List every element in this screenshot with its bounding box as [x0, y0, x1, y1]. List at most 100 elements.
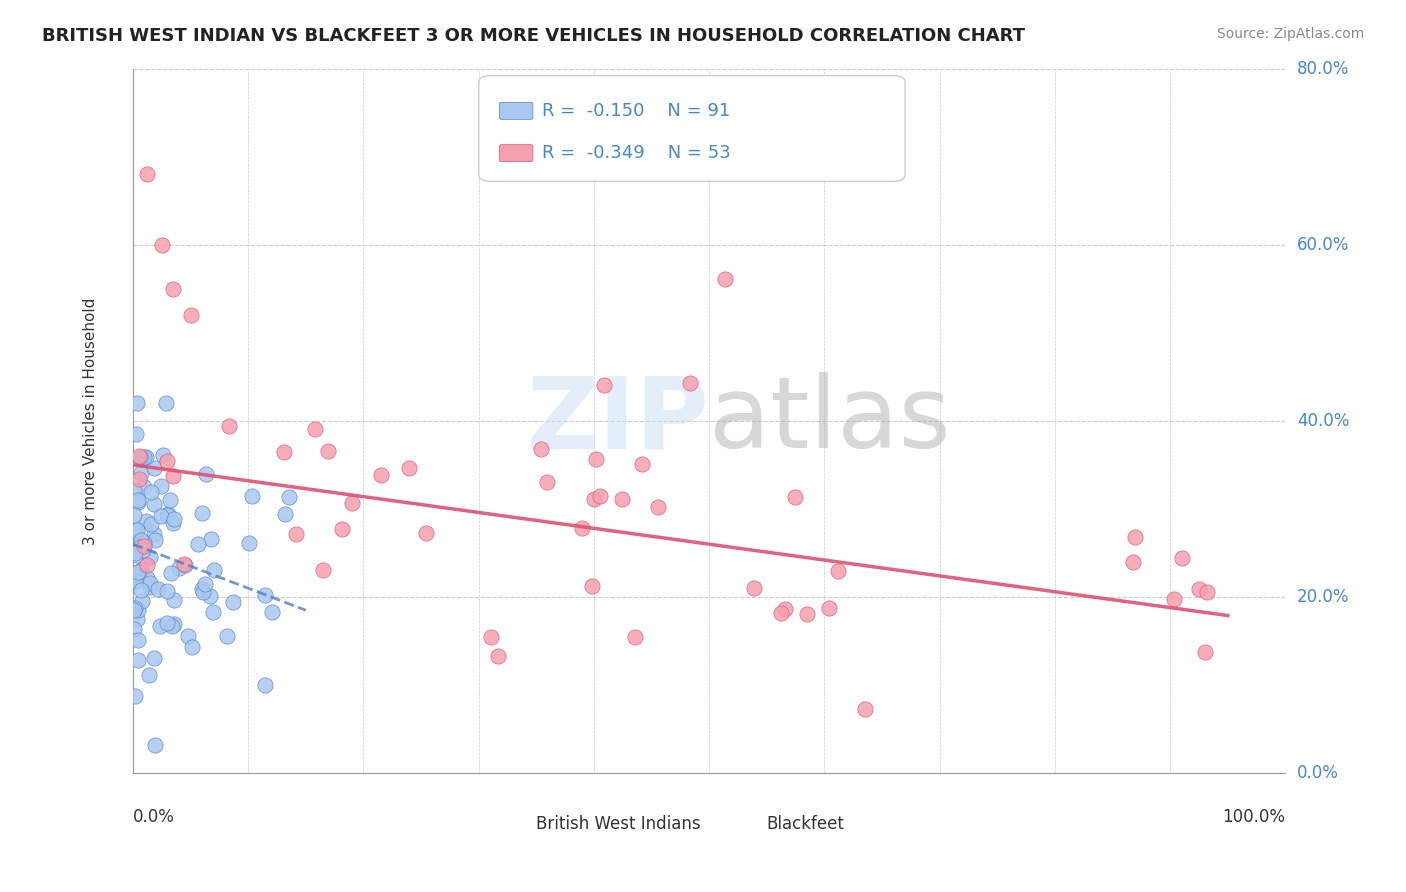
FancyBboxPatch shape	[499, 145, 533, 161]
Point	[278, 490, 301, 504]
Point	[218, 419, 240, 434]
Text: 80.0%: 80.0%	[1296, 60, 1350, 78]
Point	[152, 448, 174, 462]
FancyBboxPatch shape	[499, 103, 533, 120]
Point	[131, 450, 153, 465]
Point	[131, 594, 153, 608]
Point	[127, 652, 149, 666]
Point	[1123, 530, 1146, 544]
Point	[190, 582, 212, 596]
Point	[156, 583, 179, 598]
Point	[827, 565, 849, 579]
Point	[316, 444, 339, 458]
FancyBboxPatch shape	[478, 76, 905, 181]
Point	[274, 508, 297, 522]
Point	[124, 574, 146, 589]
Text: atlas: atlas	[709, 372, 950, 469]
Point	[174, 558, 197, 573]
Point	[124, 689, 146, 703]
Point	[150, 479, 173, 493]
Point	[254, 678, 277, 692]
Point	[131, 533, 153, 547]
FancyBboxPatch shape	[713, 798, 752, 822]
Point	[155, 396, 177, 410]
Text: 0.0%: 0.0%	[1296, 764, 1339, 782]
Point	[571, 521, 593, 535]
Point	[1194, 645, 1216, 659]
Point	[124, 574, 146, 589]
Point	[530, 442, 553, 457]
Point	[1187, 582, 1209, 597]
Text: 40.0%: 40.0%	[1296, 412, 1350, 430]
Point	[122, 603, 145, 617]
Point	[177, 629, 200, 643]
Point	[128, 449, 150, 463]
Text: 3 or more Vehicles in Household: 3 or more Vehicles in Household	[83, 297, 98, 545]
Point	[139, 485, 162, 500]
Point	[202, 605, 225, 619]
Point	[127, 494, 149, 508]
Point	[127, 566, 149, 580]
Point	[163, 593, 186, 607]
Point	[132, 536, 155, 550]
Point	[162, 516, 184, 530]
Point	[135, 514, 157, 528]
Point	[141, 516, 163, 531]
Point	[238, 535, 260, 549]
Point	[536, 475, 558, 489]
Point	[194, 577, 217, 591]
Text: 60.0%: 60.0%	[1296, 235, 1350, 253]
Point	[127, 602, 149, 616]
Point	[254, 588, 277, 602]
Point	[415, 525, 437, 540]
Point	[127, 492, 149, 507]
Point	[679, 376, 702, 391]
Point	[1163, 591, 1185, 606]
Point	[127, 633, 149, 648]
Point	[136, 558, 159, 572]
Point	[398, 461, 420, 475]
Point	[134, 450, 156, 464]
Point	[122, 508, 145, 523]
Point	[340, 496, 363, 510]
Point	[139, 549, 162, 564]
Point	[160, 619, 183, 633]
Point	[581, 578, 603, 592]
Point	[162, 469, 184, 483]
Point	[370, 467, 392, 482]
Point	[194, 467, 217, 481]
Point	[135, 450, 157, 464]
Text: ZIP: ZIP	[526, 372, 709, 469]
Point	[142, 461, 165, 475]
Point	[150, 237, 173, 252]
Point	[742, 581, 765, 595]
Point	[240, 489, 263, 503]
Point	[143, 533, 166, 547]
Text: British West Indians: British West Indians	[536, 815, 702, 833]
Point	[143, 650, 166, 665]
Point	[191, 584, 214, 599]
Point	[156, 616, 179, 631]
Point	[143, 497, 166, 511]
Point	[150, 508, 173, 523]
Point	[222, 595, 245, 609]
Point	[125, 396, 148, 410]
Point	[131, 563, 153, 577]
Point	[129, 450, 152, 464]
Point	[122, 483, 145, 497]
Point	[583, 492, 606, 507]
Point	[129, 467, 152, 481]
Point	[143, 527, 166, 541]
Point	[853, 702, 876, 716]
Point	[124, 546, 146, 560]
Text: BRITISH WEST INDIAN VS BLACKFEET 3 OR MORE VEHICLES IN HOUSEHOLD CORRELATION CHA: BRITISH WEST INDIAN VS BLACKFEET 3 OR MO…	[42, 27, 1025, 45]
Text: R =  -0.150    N = 91: R = -0.150 N = 91	[543, 102, 730, 120]
Point	[796, 607, 818, 622]
Point	[769, 606, 792, 620]
Point	[156, 454, 179, 468]
Point	[127, 523, 149, 537]
Point	[143, 738, 166, 752]
Point	[125, 548, 148, 562]
Point	[817, 601, 839, 615]
Point	[1195, 585, 1218, 599]
